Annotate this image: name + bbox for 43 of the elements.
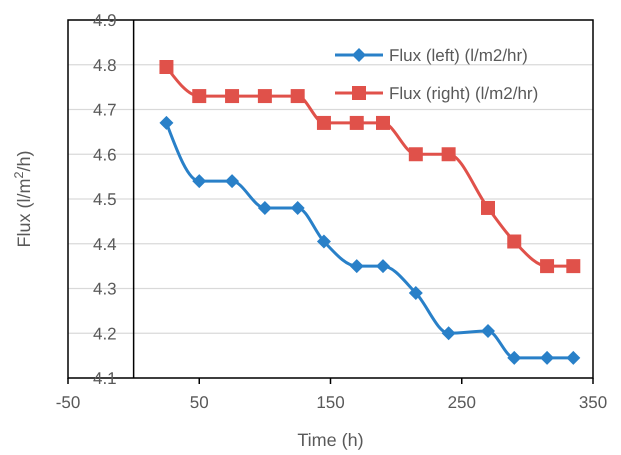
- point: [376, 116, 390, 130]
- point: [566, 259, 580, 274]
- x-tick-label: 50: [190, 393, 209, 412]
- point: [225, 89, 240, 104]
- point: [376, 259, 390, 274]
- x-tick-label: -50: [56, 393, 80, 412]
- point: [350, 259, 364, 274]
- point: [566, 350, 580, 365]
- point: [159, 116, 174, 130]
- y-tick-label: 4.3: [92, 280, 117, 298]
- point: [507, 350, 522, 365]
- point: [159, 60, 174, 74]
- y-tick-label: 4.6: [92, 145, 117, 164]
- x-axis-title: Time (h): [297, 430, 364, 450]
- x-tick-label: 250: [448, 393, 476, 412]
- y-tick-label: 4.2: [92, 324, 117, 344]
- point: [225, 174, 240, 188]
- point: [442, 326, 456, 340]
- legend-label: Flux (left) (l/m2/hr): [389, 46, 528, 65]
- point: [481, 324, 495, 338]
- point: [192, 89, 206, 104]
- point: [408, 286, 423, 300]
- point: [481, 200, 495, 215]
- point: [290, 89, 305, 104]
- y-tick-label: 4.4: [92, 234, 117, 254]
- point: [507, 234, 522, 249]
- point: [258, 200, 272, 215]
- y-tick-label: 4.8: [92, 56, 117, 75]
- x-tick-label: 150: [316, 393, 345, 412]
- point: [290, 200, 305, 215]
- y-tick-label: 4.7: [92, 100, 117, 120]
- y-tick-label: 4.5: [92, 190, 117, 209]
- point: [540, 350, 554, 365]
- x-tick-label: 350: [578, 393, 608, 412]
- point: [316, 116, 331, 130]
- legend-label: Flux (right) (l/m2/hr): [389, 84, 538, 103]
- point: [442, 147, 456, 162]
- point: [192, 174, 206, 188]
- point: [408, 147, 423, 162]
- point: [540, 259, 554, 274]
- point: [258, 89, 272, 104]
- point: [350, 116, 364, 130]
- point: [316, 234, 331, 249]
